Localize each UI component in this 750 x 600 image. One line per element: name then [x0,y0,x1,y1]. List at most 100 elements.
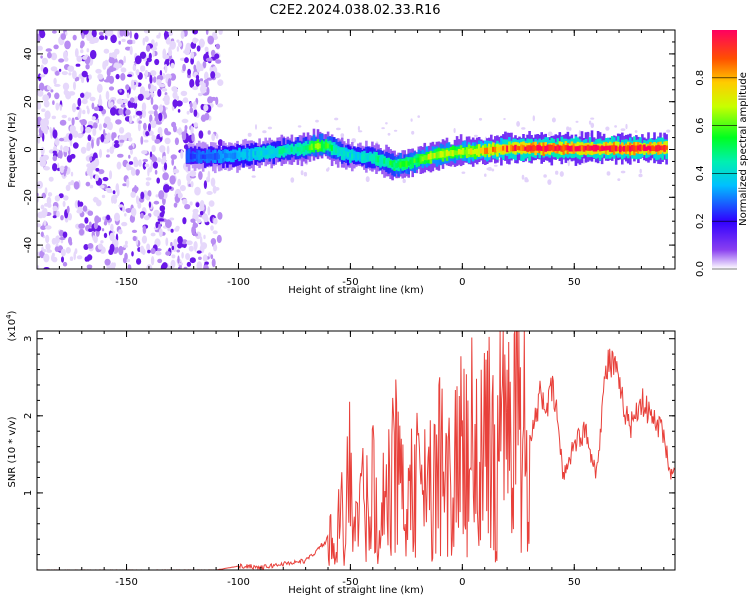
noise-speckle [128,264,132,269]
noise-speckle [158,83,166,88]
ridge-cell [427,153,431,160]
x-tick-label: -150 [115,577,138,588]
noise-speckle [171,86,178,92]
noise-speckle [163,94,170,104]
noise-speckle [119,126,125,134]
ridge-cell [602,146,606,151]
noise-speckle [125,162,131,171]
noise-speckle [411,130,415,135]
noise-speckle [37,223,41,228]
noise-speckle [129,97,135,103]
noise-speckle [177,41,182,48]
spectrogram-x-label: Height of straight line (km) [288,285,424,296]
ridge-cell [449,150,453,156]
ridge-cell [252,151,255,157]
noise-speckle [137,122,141,132]
ridge-cell [473,148,477,154]
ridge-cell [199,154,203,160]
noise-speckle [81,70,88,78]
ridge-cell [318,143,322,149]
noise-speckle [211,258,216,268]
noise-speckle [126,178,130,188]
noise-speckle [59,137,65,142]
noise-speckle [80,44,84,49]
noise-speckle [112,197,117,204]
noise-speckle [109,52,113,57]
ridge-cell [207,153,211,159]
ridge-cell [411,159,414,165]
noise-speckle [206,86,210,95]
y-tick-label: 40 [23,48,34,61]
noise-speckle [521,127,526,130]
noise-speckle [205,57,213,62]
ridge-cell [566,145,570,151]
noise-speckle [62,82,70,91]
noise-speckle [129,102,136,108]
noise-speckle [195,74,200,80]
noise-speckle [108,248,114,255]
noise-speckle [93,222,98,229]
noise-speckle [145,177,152,181]
noise-speckle [174,137,179,146]
noise-speckle [139,51,147,59]
ridge-cell [205,154,209,159]
noise-speckle [59,104,62,111]
noise-speckle [118,40,121,45]
noise-speckle [213,243,218,252]
noise-speckle [94,157,100,167]
noise-speckle [417,115,421,118]
noise-speckle [108,57,115,64]
noise-speckle [86,264,93,269]
noise-speckle [198,92,203,97]
noise-speckle [52,129,58,139]
noise-speckle [93,106,100,112]
noise-speckle [84,217,89,224]
noise-speckle [606,171,611,176]
noise-speckle [60,215,64,221]
noise-speckle [92,235,96,241]
noise-speckle [132,39,136,45]
noise-speckle [135,169,140,175]
ridge-cell [415,157,419,163]
noise-speckle [72,142,79,149]
noise-speckle [89,173,93,180]
ridge-cell [435,151,439,159]
noise-speckle [164,73,172,80]
ridge-cell [286,147,290,154]
ridge-cell [284,148,288,153]
noise-speckle [59,236,66,241]
noise-speckle [184,57,189,64]
ridge-cell [373,154,376,162]
ridge-cell [588,145,592,151]
noise-speckle [351,138,357,143]
ridge-cell [661,145,664,151]
noise-speckle [189,107,194,114]
noise-speckle [516,121,520,127]
noise-speckle [172,99,178,108]
noise-speckle [217,79,224,86]
ridge-cell [504,144,507,152]
ridge-cell [453,150,457,155]
noise-speckle [157,218,165,222]
ridge-cell [332,145,336,152]
noise-speckle [42,117,49,128]
noise-speckle [42,132,45,142]
noise-speckle [212,185,217,194]
noise-speckle [76,106,80,110]
noise-speckle [140,212,144,219]
y-tick-label: 20 [23,95,34,108]
noise-speckle [47,86,52,91]
ridge-cell [234,152,237,159]
noise-speckle [181,252,184,259]
noise-speckle [177,255,180,264]
noise-speckle [128,145,134,150]
snr-multiplier-close: ) [7,310,18,314]
noise-speckle [169,73,177,81]
noise-speckle [68,213,72,221]
noise-speckle [82,30,89,35]
noise-speckle [110,107,117,116]
noise-speckle [255,124,257,130]
noise-speckle [170,62,175,69]
noise-speckle [113,143,120,149]
noise-speckle [45,243,51,251]
